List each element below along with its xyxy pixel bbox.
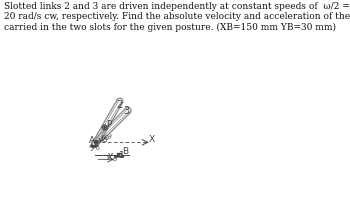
Circle shape xyxy=(118,154,120,155)
Text: 60°: 60° xyxy=(101,135,113,141)
Text: 45°: 45° xyxy=(100,137,112,142)
Circle shape xyxy=(104,127,105,128)
Bar xyxy=(117,153,121,156)
Circle shape xyxy=(103,125,107,130)
Circle shape xyxy=(96,142,97,143)
Text: $X_B$: $X_B$ xyxy=(106,152,118,164)
Text: P: P xyxy=(106,120,112,129)
Circle shape xyxy=(94,140,98,144)
Text: 2: 2 xyxy=(117,100,123,110)
Text: 1: 1 xyxy=(119,151,125,160)
Text: A: A xyxy=(89,136,96,145)
Text: 3: 3 xyxy=(124,106,130,116)
Text: Slotted links 2 and 3 are driven independently at constant speeds of  ω/2 = 30 r: Slotted links 2 and 3 are driven indepen… xyxy=(4,2,350,32)
Text: B: B xyxy=(122,147,128,156)
Text: X: X xyxy=(149,135,155,144)
Text: $y_0$: $y_0$ xyxy=(90,142,100,153)
